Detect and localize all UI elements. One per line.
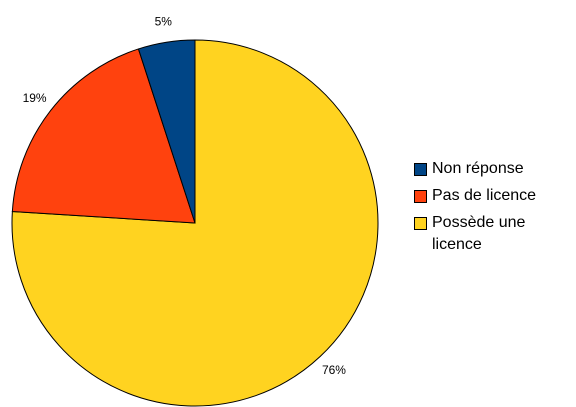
legend-swatch <box>414 190 427 203</box>
pie-slice <box>137 39 196 224</box>
legend-item: Pas de licence <box>412 185 576 207</box>
pie-slice <box>11 48 196 224</box>
legend-item: Non réponse <box>412 158 576 180</box>
legend-label: Non réponse <box>432 160 524 177</box>
slice-label: 76% <box>322 363 346 377</box>
legend-label: Possède une licence <box>432 214 526 253</box>
legend-label: Pas de licence <box>432 187 537 204</box>
legend: Non réponse Pas de licence Possède une lic… <box>412 158 576 261</box>
pie-slice <box>11 39 379 407</box>
legend-swatch <box>414 217 427 230</box>
slice-label: 19% <box>23 91 47 105</box>
legend-swatch <box>414 163 427 176</box>
legend-item: Possède une licence <box>412 212 576 256</box>
slice-label: 5% <box>155 15 173 29</box>
